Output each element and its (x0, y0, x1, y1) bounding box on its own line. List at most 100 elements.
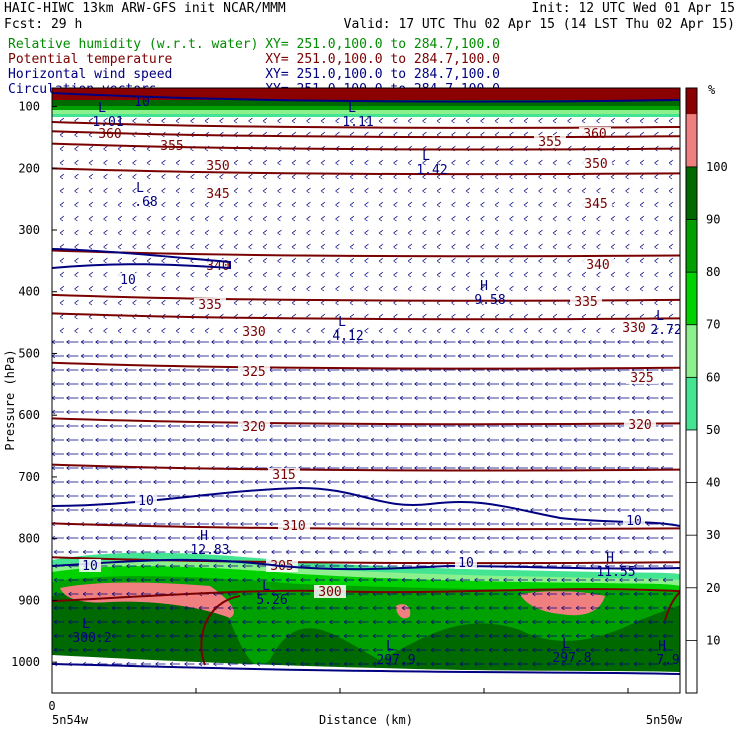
rh-band (52, 114, 680, 117)
field-xy: XY= 251.0,100.0 to 284.7,100.0 (265, 67, 500, 82)
wind-speed-label: 10 (626, 514, 642, 529)
colorbar-tick-label: 60 (706, 370, 720, 384)
theta-label: 330 (242, 325, 265, 340)
colorbar-tick-label: 50 (706, 423, 720, 437)
extremum-letter: H (658, 639, 666, 654)
theta-label: 320 (242, 420, 265, 435)
wind-speed-contours: 10 10 10 10 10 10 (52, 92, 680, 675)
header-init: Init: 12 UTC Wed 01 Apr 15 (532, 1, 736, 16)
wind-speed-label: 10 (134, 95, 150, 110)
wind-label-bg (455, 556, 477, 569)
theta-label-bg (570, 295, 602, 308)
rh-region-saturated (60, 582, 234, 618)
theta-label: 320 (628, 418, 651, 433)
wind-speed-contour-10 (52, 92, 680, 103)
extremum-value: 7.9 (656, 653, 679, 668)
y-tick-label: 800 (18, 532, 40, 546)
field-name: Potential temperature (8, 52, 173, 67)
rh-band (52, 110, 680, 114)
extremum-value: 1.01 (92, 115, 123, 130)
field-xy: XY= 251.0,100.0 to 284.7,100.0 (265, 37, 500, 52)
theta-label: 300 (318, 585, 341, 600)
theta-label: 350 (206, 159, 229, 174)
theta-label: 335 (574, 295, 597, 310)
theta-label: 325 (630, 371, 653, 386)
theta-label-bg (626, 371, 658, 384)
rh-region-surface (52, 655, 680, 693)
colorbar-tick-label: 80 (706, 265, 720, 279)
theta-label-bg (156, 139, 188, 152)
theta-label-bg (278, 519, 310, 532)
x-axis (51, 688, 629, 693)
extremum-value: 9.58 (474, 293, 505, 308)
wind-speed-label: 10 (458, 556, 474, 571)
extremum-letter: L (386, 639, 394, 654)
colorbar-band (686, 377, 697, 430)
colorbar-tick-label: 70 (706, 318, 720, 332)
theta-label-bg (580, 197, 612, 210)
extremum-letter: H (200, 529, 208, 544)
header-forecast: Fcst: 29 h (4, 17, 82, 32)
extremum-value: 12.83 (190, 543, 229, 558)
y-tick-label: 400 (18, 285, 40, 299)
theta-contour-325 (52, 361, 680, 370)
extremum-letter: L (562, 637, 570, 652)
theta-label: 355 (538, 135, 561, 150)
theta-label-bg (202, 159, 234, 172)
y-axis: 100 200 300 400 500 600 700 800 900 1000 (11, 100, 57, 669)
y-tick-label: 300 (18, 223, 40, 237)
colorbar-band (686, 219, 697, 273)
colorbar-band (686, 535, 697, 588)
x-end-label: 5n50w (646, 713, 683, 727)
colorbar-band (686, 587, 697, 641)
extremum-letter: L (98, 101, 106, 116)
colorbar-band (686, 114, 697, 167)
colorbar-frame (685, 87, 698, 694)
theta-label-bg (202, 187, 234, 200)
extremum-letter: L (348, 101, 356, 116)
y-tick-label: 100 (18, 100, 40, 114)
colorbar-unit: % (708, 83, 716, 97)
theta-label-bg (534, 135, 566, 148)
wind-speed-contour-10 (52, 663, 680, 675)
theta-contour-320 (52, 417, 680, 426)
theta-contour-360 (52, 121, 680, 129)
theta-label-bg (618, 321, 650, 334)
wind-speed-contour-10 (52, 248, 231, 270)
theta-label: 340 (586, 258, 609, 273)
theta-label: 345 (206, 187, 229, 202)
theta-label-bg (580, 157, 612, 170)
plot-frame (51, 87, 681, 694)
rh-band (52, 88, 680, 100)
colorbar-tick-label: 40 (706, 476, 720, 490)
x-tick-zero: 0 (48, 699, 55, 713)
wind-speed-contour-10 (52, 558, 680, 571)
y-tick-label: 1000 (11, 655, 40, 669)
theta-label-bg (238, 420, 270, 433)
colorbar-tick-label: 20 (706, 581, 720, 595)
wind-speed-label: 10 (120, 273, 136, 288)
theta-label-bg (314, 585, 346, 598)
extrema-labels: L1.01L1.11L1.42L.68H9.58L4.12L2.72H12.83… (72, 101, 680, 668)
colorbar-tick-label: 10 (706, 633, 720, 647)
field-name: Relative humidity (w.r.t. water) (8, 37, 258, 52)
colorbar-band (686, 166, 697, 220)
wind-label-bg (623, 514, 645, 527)
y-tick-label: 600 (18, 408, 40, 422)
colorbar-tick-label: 30 (706, 528, 720, 542)
extremum-letter: L (422, 149, 430, 164)
colorbar-tick-label: 100 (706, 160, 728, 174)
wind-speed-label: 10 (82, 559, 98, 574)
extremum-letter: H (606, 551, 614, 566)
extremum-value: 5.26 (256, 593, 287, 608)
theta-contour-300-edge (664, 591, 680, 621)
y-axis-label: Pressure (hPa) (3, 349, 17, 450)
theta-label-bg (268, 468, 300, 481)
colorbar-band (686, 324, 697, 378)
theta-contour-355 (52, 130, 680, 139)
theta-label: 315 (272, 468, 295, 483)
theta-label: 360 (98, 127, 121, 142)
rh-band (52, 100, 680, 106)
extremum-value: 297.9 (376, 653, 415, 668)
field-name: Horizontal wind speed (8, 67, 172, 82)
